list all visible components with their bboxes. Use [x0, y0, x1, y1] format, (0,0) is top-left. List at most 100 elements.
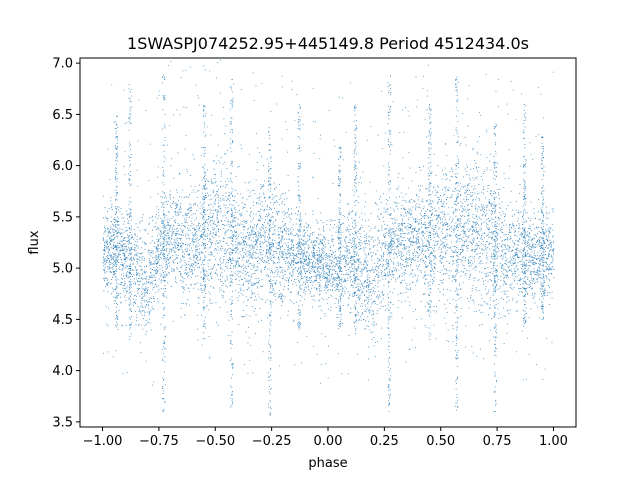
data-point	[445, 186, 447, 188]
data-point	[321, 248, 323, 250]
data-point	[404, 209, 405, 211]
data-point	[300, 274, 302, 276]
data-point	[433, 306, 435, 307]
data-point	[506, 301, 508, 303]
data-point	[180, 267, 182, 269]
data-point	[255, 252, 257, 254]
data-point	[250, 255, 252, 257]
data-point	[124, 246, 126, 248]
data-point	[323, 229, 324, 231]
data-point	[367, 285, 369, 287]
data-point	[293, 254, 295, 256]
data-point	[371, 266, 373, 268]
data-point	[356, 244, 358, 246]
data-point	[115, 262, 117, 264]
data-point	[198, 244, 200, 246]
data-point	[416, 242, 418, 244]
data-point	[300, 248, 302, 250]
data-point	[493, 197, 495, 199]
data-point	[501, 258, 503, 260]
data-point	[220, 274, 221, 276]
data-point	[404, 300, 406, 302]
data-point	[250, 263, 252, 264]
data-point	[435, 214, 437, 216]
data-point	[256, 169, 258, 171]
data-point	[507, 296, 509, 298]
data-point	[430, 232, 432, 234]
data-point	[272, 280, 274, 281]
data-point	[332, 220, 334, 222]
data-point	[504, 252, 506, 254]
data-point	[237, 244, 239, 246]
data-point	[396, 246, 398, 248]
data-point	[437, 164, 439, 166]
data-point	[110, 200, 112, 202]
data-point	[511, 270, 513, 272]
data-point	[167, 271, 169, 273]
data-point	[256, 236, 258, 238]
data-point	[343, 254, 345, 256]
data-point	[193, 228, 195, 230]
data-point	[477, 193, 479, 195]
data-point	[496, 225, 498, 227]
data-point	[225, 301, 226, 303]
data-point	[243, 252, 245, 254]
data-point	[316, 222, 318, 224]
data-point	[160, 275, 162, 277]
data-point	[320, 253, 322, 255]
data-point	[310, 265, 312, 267]
data-point	[460, 218, 462, 220]
data-point	[358, 283, 360, 285]
data-point	[200, 236, 202, 237]
data-point	[418, 230, 419, 232]
data-point	[304, 272, 306, 274]
data-point	[276, 213, 278, 215]
data-point	[452, 298, 454, 300]
data-point	[276, 200, 278, 202]
data-point	[260, 270, 262, 272]
data-point	[242, 294, 244, 296]
data-point	[541, 288, 543, 290]
data-point	[122, 245, 124, 247]
data-point	[134, 249, 136, 251]
data-point	[211, 183, 213, 185]
data-point	[338, 239, 340, 241]
data-point	[381, 256, 383, 257]
data-point	[149, 318, 150, 320]
data-point	[149, 261, 151, 263]
data-point	[117, 329, 119, 331]
data-point	[278, 198, 280, 200]
data-point	[167, 233, 169, 234]
data-point	[414, 201, 416, 203]
data-point	[131, 234, 133, 235]
data-point	[433, 186, 434, 188]
data-point	[270, 202, 272, 204]
data-point	[415, 237, 417, 239]
data-point	[385, 209, 387, 210]
data-point	[453, 246, 455, 248]
data-point	[258, 219, 260, 221]
data-point	[496, 284, 498, 286]
data-point	[422, 231, 424, 233]
data-point	[252, 254, 254, 256]
data-point	[209, 238, 211, 239]
data-point	[156, 249, 158, 251]
data-point	[118, 283, 120, 285]
data-point	[478, 262, 480, 264]
data-point	[551, 273, 553, 275]
data-point	[138, 258, 140, 260]
data-point	[522, 227, 524, 229]
data-point	[173, 225, 175, 227]
data-point	[270, 311, 272, 313]
data-point	[482, 205, 484, 207]
data-point	[264, 261, 266, 263]
data-point	[525, 259, 527, 261]
data-point	[140, 280, 142, 282]
data-point	[287, 245, 289, 247]
data-point	[436, 217, 438, 219]
data-point	[524, 314, 526, 316]
data-point	[301, 242, 302, 244]
data-point	[114, 274, 115, 276]
data-point	[289, 217, 291, 219]
data-point	[189, 257, 191, 259]
